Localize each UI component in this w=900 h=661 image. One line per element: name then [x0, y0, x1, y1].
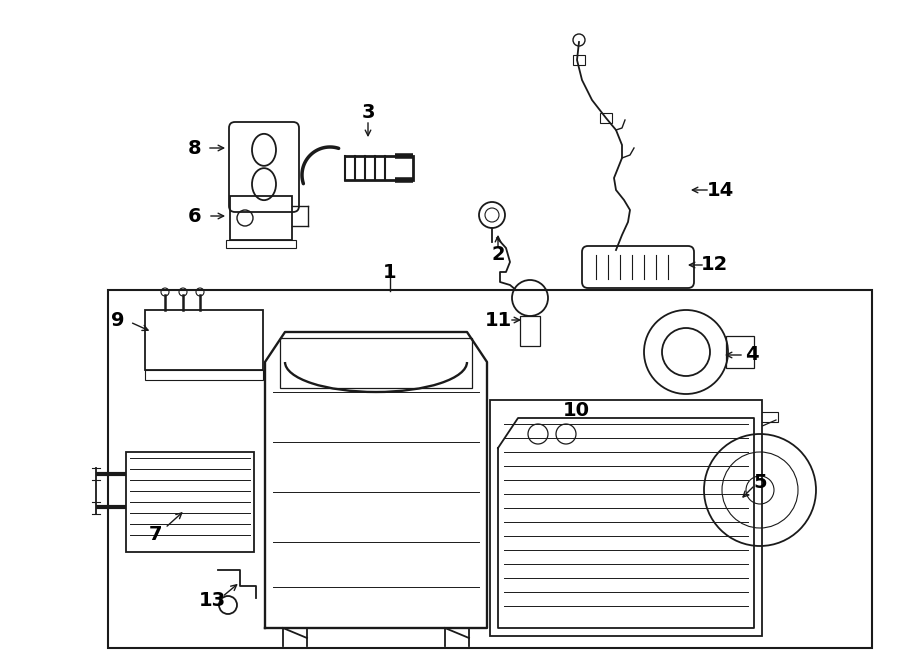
Text: 11: 11 [484, 311, 511, 329]
Text: 12: 12 [700, 256, 727, 274]
Text: 13: 13 [198, 590, 226, 609]
Bar [573, 55, 585, 65]
Bar [145, 310, 263, 370]
Text: 3: 3 [361, 104, 374, 122]
Bar [145, 370, 263, 380]
Text: 6: 6 [188, 206, 202, 225]
Text: 9: 9 [112, 311, 125, 329]
Text: 14: 14 [706, 180, 733, 200]
Bar [600, 113, 612, 123]
Text: 1: 1 [383, 262, 397, 282]
Bar [726, 336, 754, 368]
Bar [108, 290, 872, 648]
Bar [226, 240, 296, 248]
Text: 2: 2 [491, 245, 505, 264]
Text: 8: 8 [188, 139, 202, 157]
Bar [280, 338, 472, 388]
Text: 4: 4 [745, 346, 759, 364]
Text: 7: 7 [148, 524, 162, 543]
Bar [490, 400, 762, 636]
Bar [520, 316, 540, 346]
Bar [742, 412, 778, 422]
Text: 5: 5 [753, 473, 767, 492]
Bar [126, 452, 254, 552]
Bar [230, 196, 292, 240]
Text: 10: 10 [562, 401, 590, 420]
